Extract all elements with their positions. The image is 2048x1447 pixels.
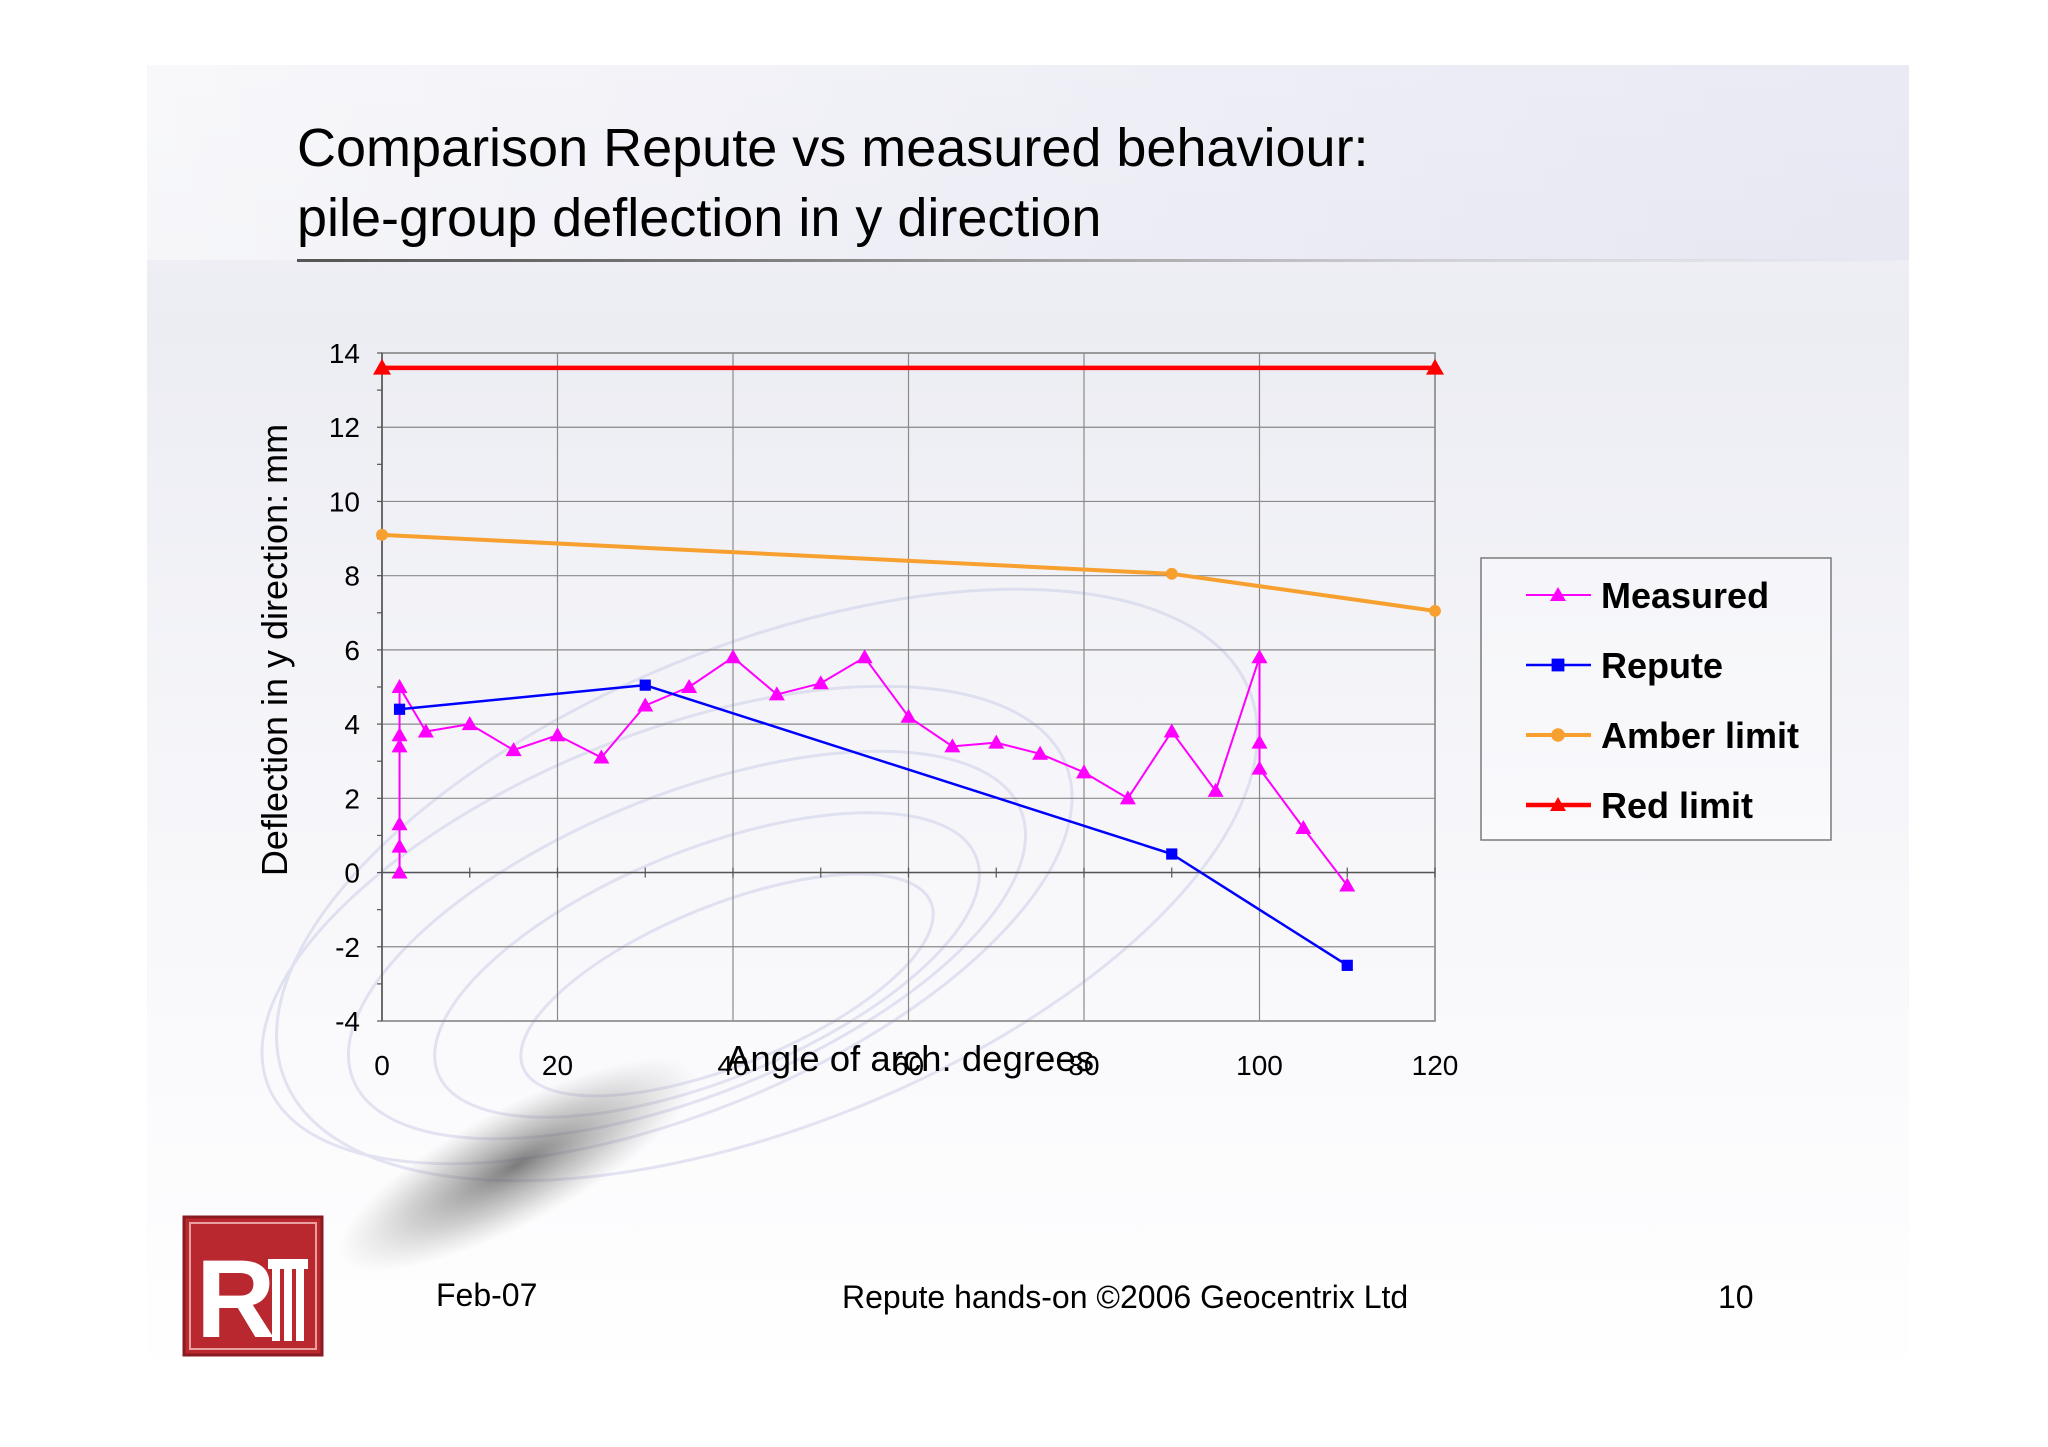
- repute-line: [399, 683, 1348, 967]
- legend-item-repute: Repute: [1526, 645, 1723, 686]
- measured-point: [391, 816, 408, 831]
- measured-point: [391, 727, 408, 742]
- y-tick-label: 8: [344, 561, 360, 592]
- logo-letter: R: [196, 1238, 275, 1357]
- measured-point: [391, 838, 408, 853]
- y-tick-label: -2: [335, 932, 360, 963]
- legend-item-measured: Measured: [1526, 575, 1769, 616]
- measured-point: [856, 649, 873, 664]
- measured-point: [1032, 745, 1049, 760]
- x-tick-label: 120: [1412, 1050, 1459, 1081]
- measured-point: [637, 697, 654, 712]
- y-tick-label: 0: [344, 858, 360, 889]
- slide-title-line2: pile-group deflection in y direction: [297, 188, 1102, 248]
- y-tick-label: 2: [344, 783, 360, 814]
- legend-item-amber-limit: Amber limit: [1526, 715, 1799, 756]
- measured-point: [1076, 764, 1092, 779]
- chart-grid: [377, 352, 1436, 1022]
- y-tick-label: 12: [329, 412, 360, 443]
- x-tick-label: 80: [1068, 1050, 1099, 1081]
- measured-point: [461, 716, 478, 731]
- measured-point: [391, 679, 408, 693]
- chart-series: [373, 358, 1444, 971]
- series-amber-limit: [376, 528, 1441, 617]
- measured-point: [549, 727, 566, 742]
- amber-limit-point: [1429, 604, 1441, 617]
- legend-swatch-marker: [1550, 797, 1566, 811]
- measured-point: [1163, 723, 1180, 738]
- measured-point: [1251, 760, 1268, 775]
- measured-point: [944, 738, 961, 753]
- y-tick-label: -4: [335, 1006, 360, 1037]
- repute-point: [639, 679, 651, 691]
- slide-background-decoration: [147, 65, 1909, 1272]
- measured-point: [900, 708, 917, 723]
- measured-point: [1119, 790, 1136, 805]
- measured-line: [398, 656, 1349, 887]
- y-tick-label: 4: [344, 709, 360, 740]
- series-measured: [391, 649, 1356, 892]
- x-axis-ticks: 0 20 40 60 80 100 120: [374, 1050, 1458, 1081]
- measured-point: [812, 675, 829, 690]
- x-tick-label: 60: [893, 1050, 924, 1081]
- legend-item-red-limit: Red limit: [1526, 785, 1753, 826]
- legend-label: Measured: [1601, 575, 1769, 616]
- y-tick-label: 10: [329, 486, 360, 517]
- slide-title: Comparison Repute vs measured behaviour:…: [297, 113, 1369, 253]
- x-tick-label: 20: [542, 1050, 573, 1081]
- y-tick-label: 6: [344, 635, 360, 666]
- legend-swatch-marker: [1550, 587, 1566, 601]
- y-axis-label: Deflection in y direction: mm: [254, 424, 295, 876]
- measured-point: [1207, 782, 1224, 797]
- slide-title-line1: Comparison Repute vs measured behaviour:: [297, 118, 1369, 178]
- footer-date: Feb-07: [436, 1277, 538, 1313]
- measured-point: [505, 742, 522, 757]
- chart-legend: Measured Repute Amber limit Red limit: [1480, 557, 1832, 841]
- measured-point: [593, 749, 610, 764]
- measured-point: [1295, 820, 1312, 835]
- series-red-limit: [373, 358, 1444, 375]
- title-underline: [297, 259, 1907, 262]
- amber-limit-point: [376, 528, 388, 541]
- repute-point: [1166, 848, 1178, 860]
- page-number: 10: [1718, 1279, 1754, 1315]
- measured-point: [988, 734, 1005, 749]
- x-tick-label: 40: [717, 1050, 748, 1081]
- repute-point: [393, 703, 406, 715]
- measured-point: [1339, 877, 1356, 892]
- y-tick-label: 14: [329, 338, 360, 369]
- measured-point: [725, 649, 741, 664]
- measured-point: [1251, 734, 1268, 749]
- legend-box: [1480, 557, 1832, 841]
- measured-point: [417, 723, 434, 738]
- repute-logo: R: [182, 1215, 324, 1357]
- x-axis-label: Angle of arch: degrees: [726, 1038, 1094, 1079]
- measured-point: [391, 864, 408, 879]
- legend-label: Repute: [1601, 645, 1723, 686]
- deflection-chart: -4 -2 0 2 4 6 8 10 12 14 0 20 40 60 80 100 120 Deflecti…: [254, 338, 1832, 1081]
- red-limit-point: [1426, 358, 1444, 375]
- measured-point: [391, 738, 408, 753]
- x-tick-label: 0: [374, 1050, 390, 1081]
- series-repute: [393, 679, 1353, 971]
- legend-swatch-marker: [1551, 658, 1565, 672]
- slide: Comparison Repute vs measured behaviour:…: [147, 65, 1909, 1385]
- amber-limit-point: [1165, 567, 1178, 580]
- legend-label: Amber limit: [1601, 715, 1799, 756]
- measured-point: [768, 686, 785, 701]
- x-tick-label: 100: [1236, 1050, 1283, 1081]
- footer-copyright: Repute hands-on ©2006 Geocentrix Ltd: [842, 1279, 1409, 1315]
- legend-swatch-marker: [1551, 728, 1565, 742]
- legend-label: Red limit: [1601, 785, 1753, 826]
- red-limit-point: [373, 358, 391, 375]
- measured-point: [1251, 649, 1268, 664]
- y-axis-ticks: -4 -2 0 2 4 6 8 10 12 14: [329, 338, 360, 1037]
- repute-point: [1341, 959, 1353, 971]
- measured-point: [681, 679, 698, 693]
